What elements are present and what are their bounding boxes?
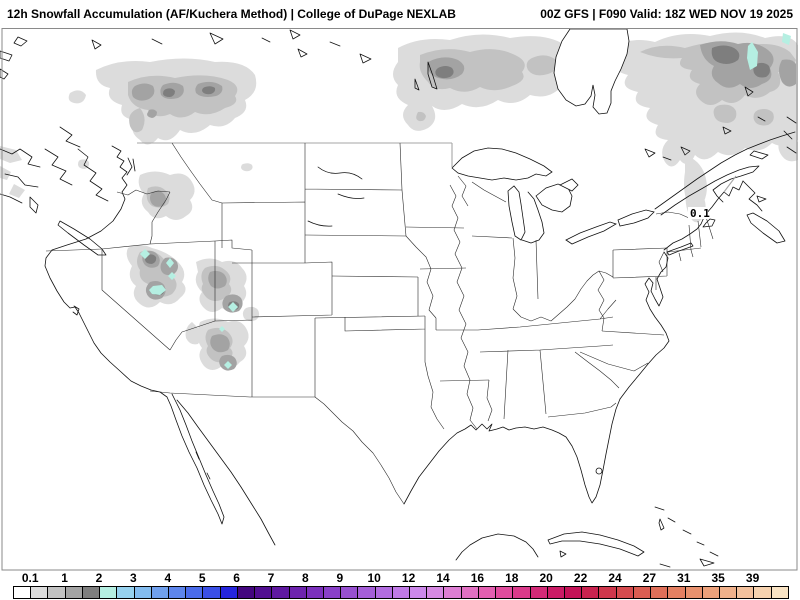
- colorbar-tick-label: 7: [267, 571, 275, 585]
- colorbar-tick-label: 6: [233, 571, 240, 585]
- colorbar-cell: [684, 587, 702, 598]
- hudson-bay: [553, 28, 630, 115]
- colorbar-tick-label: 18: [505, 571, 519, 585]
- colorbar-tick-label: 22: [573, 571, 588, 585]
- colorbar-cell: [340, 587, 358, 598]
- georgian-bay: [559, 178, 579, 192]
- colorbar-tick-label: 3: [130, 571, 137, 585]
- state-borders: [45, 142, 714, 505]
- map-contour-label: 0.1: [690, 207, 710, 220]
- product-title: 12h Snowfall Accumulation (AF/Kuchera Me…: [7, 6, 456, 21]
- colorbar-cell: [409, 587, 427, 598]
- colorbar-cell: [753, 587, 771, 598]
- colorbar-cell: [374, 587, 392, 598]
- colorbar-cell: [167, 587, 186, 598]
- colorbar-cell: [236, 587, 255, 598]
- water-bodies: [451, 28, 655, 475]
- colorbar-tick-label: 16: [470, 571, 485, 585]
- snow-shading-extreme: [140, 33, 791, 369]
- colorbar-tick-label: 8: [302, 571, 309, 585]
- colorbar-cell: [133, 587, 151, 598]
- colorbar-cell: [288, 587, 306, 598]
- lake-erie: [565, 221, 617, 245]
- colorbar-cell: [116, 587, 134, 598]
- colorbar-cell: [271, 587, 289, 598]
- colorbar-cell: [99, 587, 117, 598]
- colorbar: [13, 586, 789, 599]
- colorbar-cell: [254, 587, 272, 598]
- colorbar-cell: [322, 587, 341, 598]
- weather-map: 0.1: [0, 27, 800, 572]
- colorbar-cell: [426, 587, 444, 598]
- colorbar-cell: [305, 587, 323, 598]
- colorbar-cell: [564, 587, 582, 598]
- colorbar-ticks: 0.1 1 2 3 4 5 6 7 8 9 10 12 14 16 18 20 22 24 27 31 35 39: [0, 571, 800, 585]
- colorbar-tick-label: 24: [608, 571, 622, 585]
- lake-okeechobee: [595, 467, 603, 475]
- title-bar: 12h Snowfall Accumulation (AF/Kuchera Me…: [0, 0, 800, 27]
- colorbar-cell: [770, 587, 788, 598]
- colorbar-cell: [443, 587, 461, 598]
- colorbar-cell: [701, 587, 719, 598]
- colorbar-cell: [718, 587, 737, 598]
- coastlines: [0, 29, 797, 568]
- colorbar-cell: [598, 587, 616, 598]
- colorbar-cell: [529, 587, 547, 598]
- colorbar-tick-label: 5: [198, 571, 206, 585]
- colorbar-cell: [357, 587, 375, 598]
- colorbar-cell: [581, 587, 599, 598]
- colorbar-cell: [736, 587, 754, 598]
- colorbar-tick-label: 20: [539, 571, 553, 585]
- snow-shading-heavy: [145, 45, 770, 311]
- colorbar-tick-label: 4: [164, 571, 172, 585]
- colorbar-cell: [30, 587, 48, 598]
- colorbar-cell: [219, 587, 237, 598]
- colorbar-cell: [512, 587, 530, 598]
- colorbar-cell: [185, 587, 203, 598]
- lake-huron: [535, 183, 573, 213]
- colorbar-cell: [14, 587, 31, 598]
- colorbar-cell: [460, 587, 478, 598]
- colorbar-cell: [615, 587, 633, 598]
- colorbar-cell: [495, 587, 513, 598]
- canada-border: [137, 142, 737, 193]
- colorbar-tick-label: 9: [336, 571, 344, 585]
- colorbar-cell: [650, 587, 668, 598]
- colorbar-tick-label: 27: [642, 571, 657, 585]
- colorbar-cell: [477, 587, 496, 598]
- colorbar-cell: [546, 587, 564, 598]
- colorbar-cell: [667, 587, 685, 598]
- snow-shading-trace: [0, 32, 798, 370]
- lake-superior: [451, 147, 553, 181]
- colorbar-tick-label: 39: [745, 571, 760, 585]
- colorbar-cell: [391, 587, 410, 598]
- colorbar-tick-label: 0.1: [21, 571, 39, 585]
- colorbar-tick-label: 2: [95, 571, 103, 585]
- colorbar-cell: [150, 587, 168, 598]
- colorbar-cell: [202, 587, 220, 598]
- colorbar-cell: [47, 587, 65, 598]
- colorbar-tick-label: 12: [401, 571, 416, 585]
- colorbar-tick-label: 31: [677, 571, 691, 585]
- colorbar-cell: [632, 587, 651, 598]
- lake-ontario: [617, 209, 655, 227]
- colorbar-tick-label: 14: [436, 571, 450, 585]
- colorbar-tick-label: 1: [61, 571, 68, 585]
- colorbar-cell: [64, 587, 82, 598]
- colorbar-cell: [81, 587, 100, 598]
- colorbar-tick-label: 35: [711, 571, 725, 585]
- map-contour-label-group: 0.1: [688, 207, 710, 220]
- model-run-info: 00Z GFS | F090 Valid: 18Z WED NOV 19 202…: [540, 6, 793, 21]
- colorbar-tick-label: 10: [367, 571, 381, 585]
- map-frame: [1, 28, 798, 571]
- lake-michigan: [507, 185, 526, 241]
